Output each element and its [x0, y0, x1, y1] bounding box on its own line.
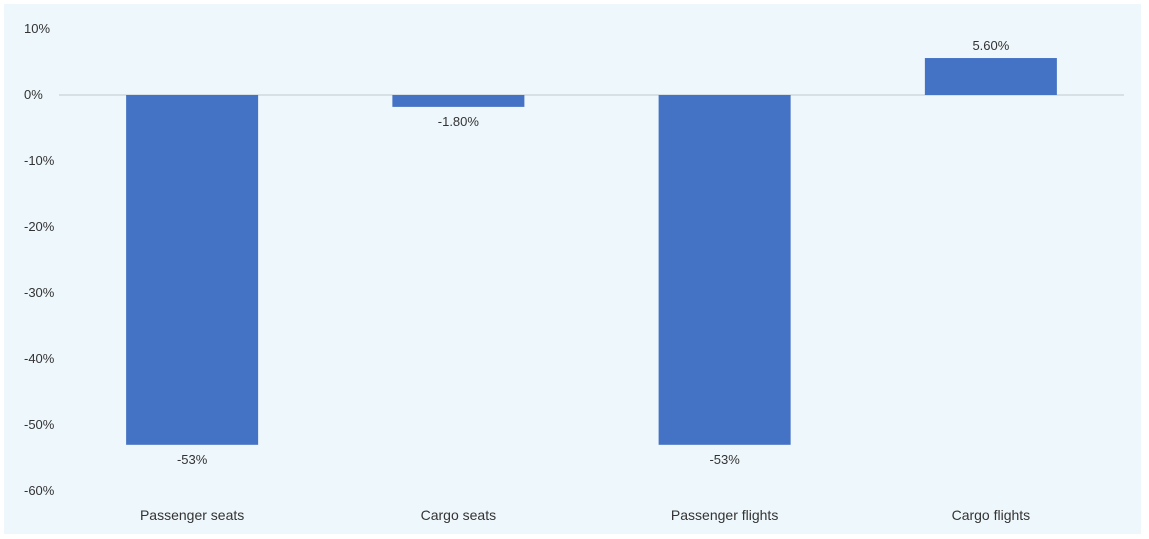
x-axis: Passenger seats Cargo seats Passenger flig… — [140, 507, 1030, 523]
y-tick-label: -60% — [24, 483, 55, 498]
bar-2 — [658, 95, 791, 445]
x-category-label: Passenger seats — [140, 507, 244, 523]
y-axis: 10% 0% -10% -20% -30% -40% -50% -60% — [24, 21, 55, 498]
y-tick-label: -40% — [24, 351, 55, 366]
data-label: -1.80% — [438, 114, 480, 129]
y-tick-label: 0% — [24, 87, 43, 102]
y-tick-label: -50% — [24, 417, 55, 432]
data-labels: -53% -1.80% -53% 5.60% — [177, 38, 1010, 467]
bars — [126, 58, 1057, 445]
bar-1 — [392, 95, 525, 107]
bar-3 — [924, 58, 1057, 95]
data-label: -53% — [177, 452, 208, 467]
bar-chart: 10% 0% -10% -20% -30% -40% -50% -60% -53% -1.80%… — [24, 21, 1124, 523]
x-category-label: Passenger flights — [671, 507, 778, 523]
data-label: 5.60% — [972, 38, 1009, 53]
y-tick-label: 10% — [24, 21, 50, 36]
x-category-label: Cargo seats — [421, 507, 496, 523]
x-category-label: Cargo flights — [952, 507, 1031, 523]
y-tick-label: -30% — [24, 285, 55, 300]
chart-panel: 10% 0% -10% -20% -30% -40% -50% -60% -53% -1.80%… — [4, 4, 1141, 534]
y-tick-label: -10% — [24, 153, 55, 168]
bar-0 — [126, 95, 259, 445]
data-label: -53% — [709, 452, 740, 467]
y-tick-label: -20% — [24, 219, 55, 234]
